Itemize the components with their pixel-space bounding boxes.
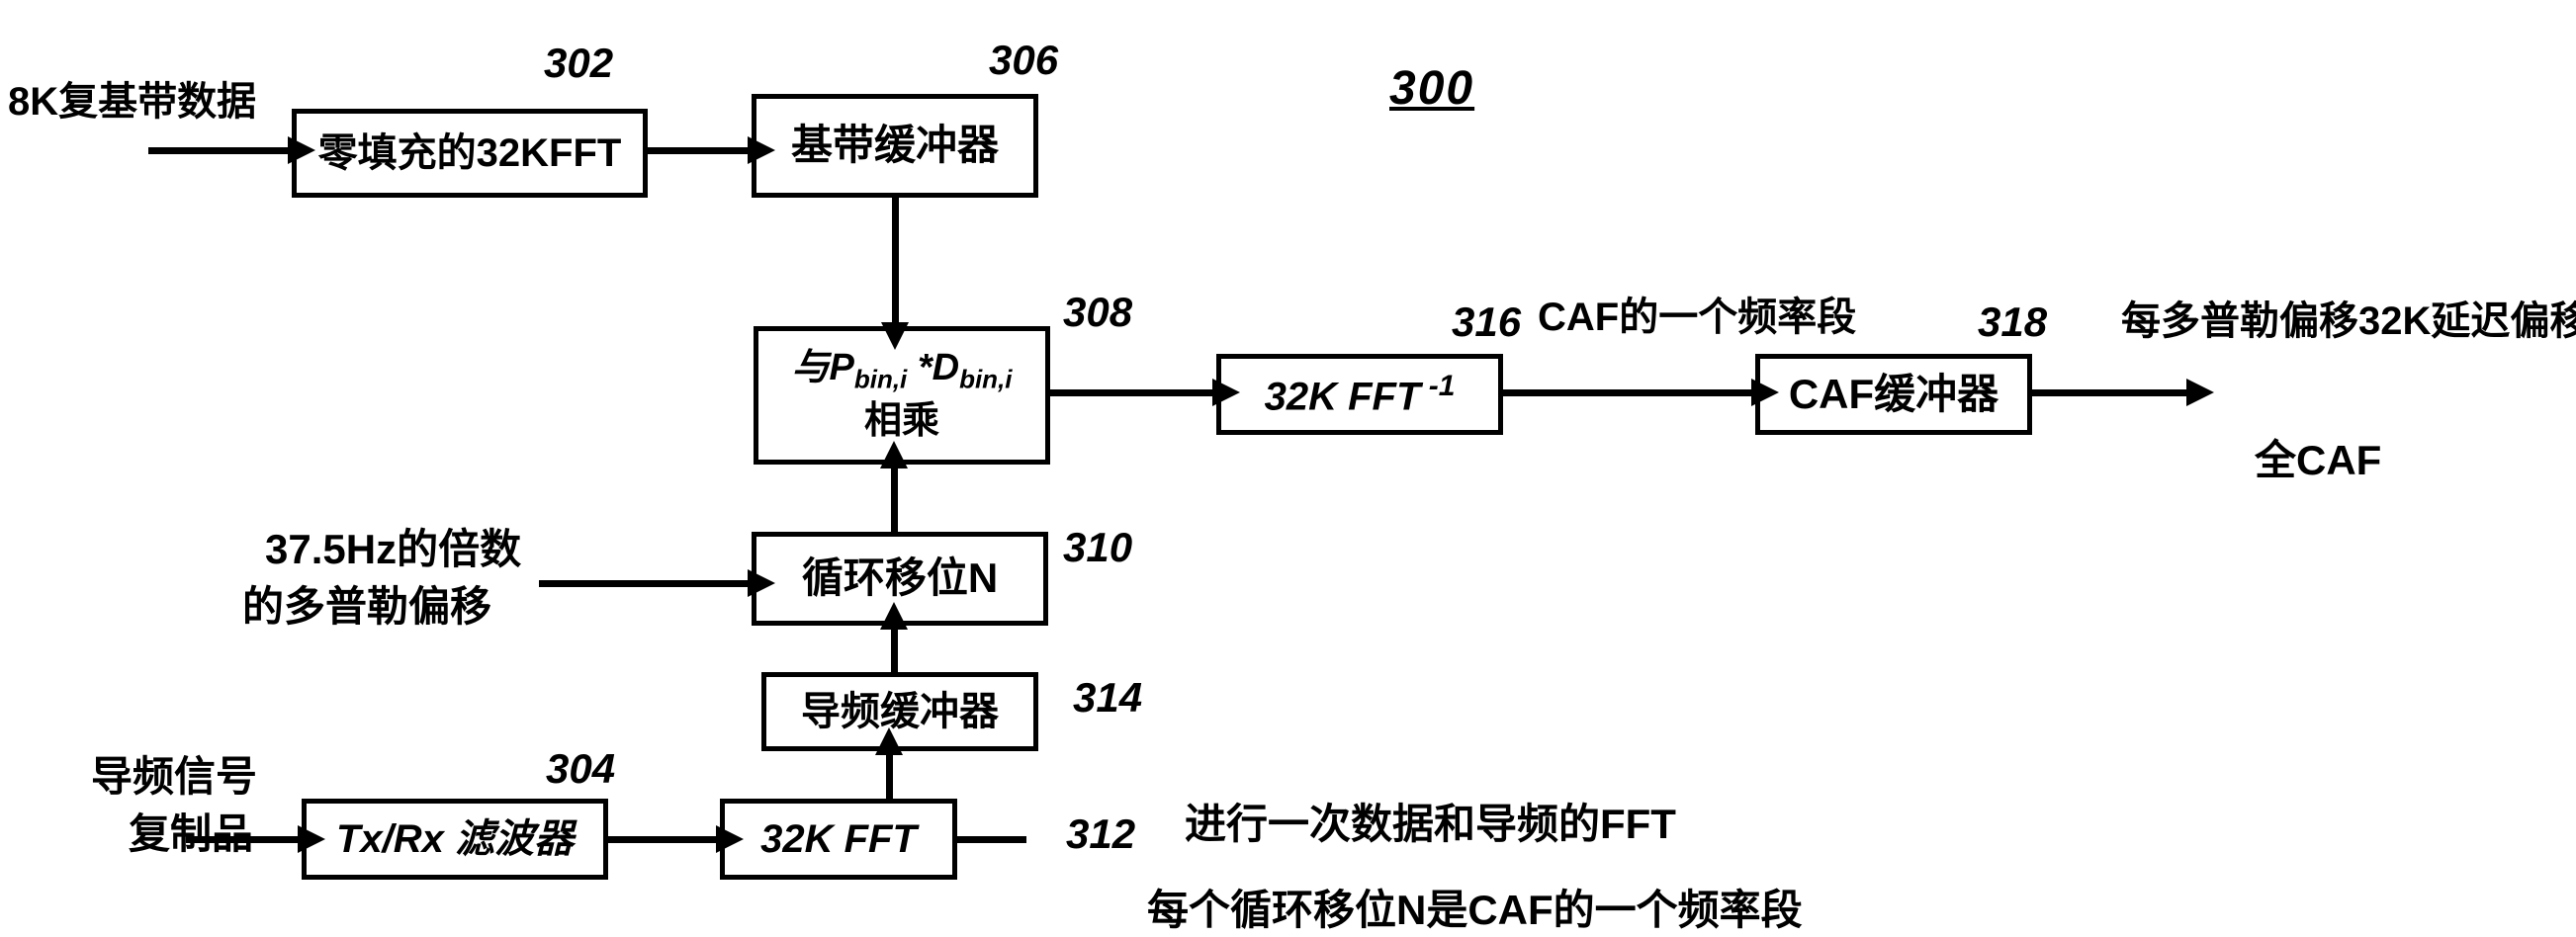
multiply-line2: 相乘 <box>791 400 1012 444</box>
arrow-head-icon <box>288 136 315 164</box>
block-baseband-buffer: 基带缓冲器 <box>752 94 1038 198</box>
block-32k-ifft: 32K FFT -1 <box>1216 354 1503 435</box>
output-label-top: 每多普勒偏移32K延迟偏移 <box>2121 297 2576 346</box>
edge-line <box>891 465 898 532</box>
edge-line <box>957 836 1026 843</box>
edge-line <box>891 626 898 672</box>
ref-318: 318 <box>1978 297 2047 349</box>
input-label-doppler-l1: 37.5Hz的倍数 <box>265 524 521 576</box>
ref-304: 304 <box>546 743 615 796</box>
edge-line <box>2032 389 2190 396</box>
ref-314: 314 <box>1073 672 1142 724</box>
input-label-pilot-l1: 导频信号 <box>91 751 257 804</box>
edge-line <box>539 580 752 587</box>
block-caf-buffer: CAF缓冲器 <box>1755 354 2032 435</box>
ref-316: 316 <box>1452 297 1521 349</box>
arrow-head-icon <box>881 322 909 350</box>
block-zero-pad-fft: 零填充的32KFFT <box>292 109 648 198</box>
edge-line <box>886 751 893 799</box>
output-label-bot: 全CAF <box>2255 435 2381 487</box>
multiply-line1: 与Pbin,i *Dbin,i <box>791 347 1012 394</box>
input-label-8k: 8K复基带数据 <box>8 77 256 127</box>
arrow-head-icon <box>880 441 908 468</box>
diagram-canvas: 300 零填充的32KFFT 302 基带缓冲器 306 与Pbin,i *Db… <box>0 0 2576 929</box>
arrow-head-icon <box>748 569 775 597</box>
note-fft-once: 进行一次数据和导频的FFT <box>1185 799 1676 851</box>
edge-line <box>1503 389 1755 396</box>
block-32k-fft: 32K FFT <box>720 799 957 880</box>
block-label-group: 32K FFT -1 <box>1265 370 1456 419</box>
edge-line <box>148 147 292 154</box>
edge-line <box>892 198 899 326</box>
ref-312: 312 <box>1066 809 1135 861</box>
block-label: CAF缓冲器 <box>1789 371 1999 418</box>
block-label: 32K FFT <box>760 816 917 862</box>
block-label: Tx/Rx 滤波器 <box>336 816 574 862</box>
edge-line <box>648 147 752 154</box>
arrow-head-icon <box>298 825 325 853</box>
ref-302: 302 <box>544 38 613 90</box>
arrow-head-icon <box>716 825 744 853</box>
label-caf-one-freq: CAF的一个频率段 <box>1538 293 1856 342</box>
edge-line <box>608 836 720 843</box>
arrow-head-icon <box>1212 379 1240 406</box>
arrow-head-icon <box>880 602 908 630</box>
block-label: 循环移位N <box>802 554 998 602</box>
input-label-pilot-l2: 复制品 <box>129 809 253 861</box>
ref-310: 310 <box>1063 522 1132 574</box>
edge-line <box>186 836 302 843</box>
block-label-group: 与Pbin,i *Dbin,i 相乘 <box>791 347 1012 444</box>
input-label-doppler-l2: 的多普勒偏移 <box>242 581 491 634</box>
figure-id: 300 <box>1389 59 1474 119</box>
arrow-head-icon <box>2186 379 2214 406</box>
block-txrx-filter: Tx/Rx 滤波器 <box>302 799 608 880</box>
arrow-head-icon <box>1751 379 1779 406</box>
ref-306: 306 <box>989 35 1058 87</box>
block-label: 零填充的32KFFT <box>318 130 622 176</box>
ref-308: 308 <box>1063 287 1132 339</box>
edge-line <box>1050 389 1216 396</box>
arrow-head-icon <box>875 727 903 755</box>
block-label: 基带缓冲器 <box>791 122 999 169</box>
arrow-head-icon <box>748 136 775 164</box>
